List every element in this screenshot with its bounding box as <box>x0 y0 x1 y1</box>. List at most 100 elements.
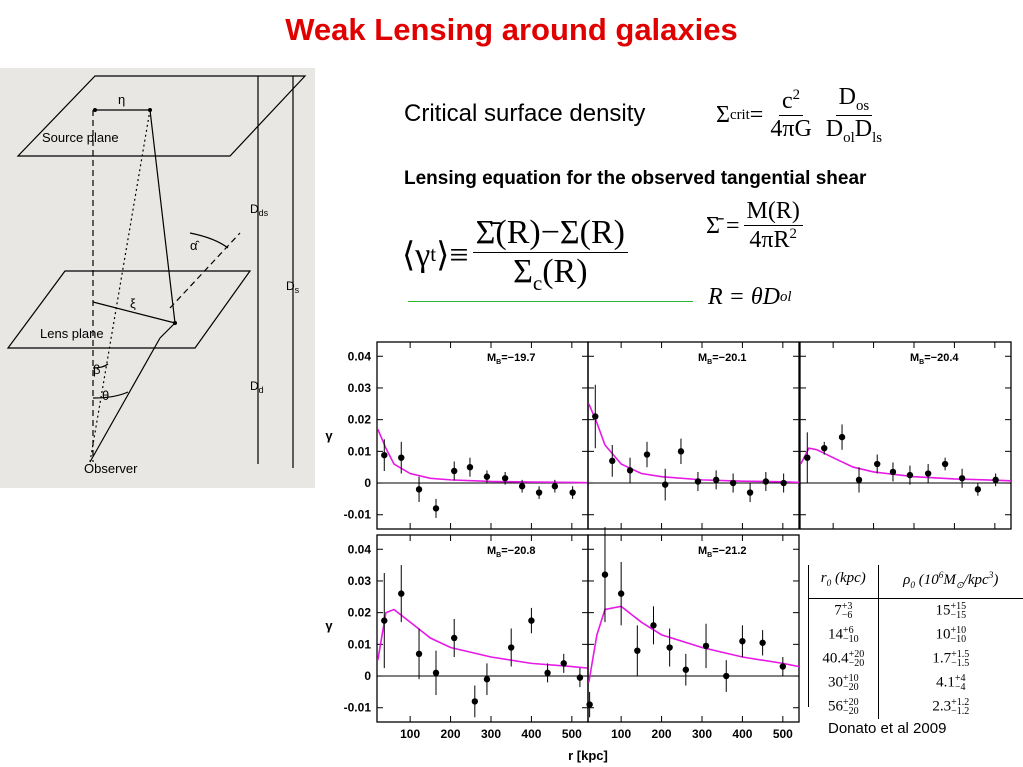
data-point <box>650 622 657 629</box>
data-point <box>432 505 440 512</box>
data-point <box>483 676 491 683</box>
data-point <box>739 637 746 645</box>
d-s-sub: s <box>295 285 300 295</box>
data-point <box>694 478 702 485</box>
data-point <box>507 644 515 651</box>
data-point <box>609 457 616 465</box>
math-token: M(R) <box>746 198 800 224</box>
data-point <box>924 470 932 477</box>
y-axis-label: γ <box>325 428 333 443</box>
label-sub: B <box>496 359 501 366</box>
math-token: ⟩≡ <box>436 236 469 274</box>
cell-errors: +10 −20 <box>842 674 859 693</box>
cell-errors: +6 −10 <box>842 626 859 645</box>
x-tick-label: 500 <box>562 727 582 741</box>
math-token: D <box>838 84 856 110</box>
table-row: 30 +10 −20 4.1 +4 −4 <box>809 671 1023 695</box>
label-value: =−20.4 <box>924 352 959 364</box>
header-token: ) <box>993 572 999 588</box>
data-point <box>941 460 949 468</box>
data-point <box>779 663 787 670</box>
math-sub: os <box>855 97 870 114</box>
math-token: (R) <box>542 253 588 290</box>
data-point <box>762 478 770 485</box>
data-point <box>471 698 479 705</box>
table-cell: 30 +10 −20 <box>809 671 879 695</box>
panel-label: MB=−20.1 <box>698 352 747 366</box>
label-sub: B <box>496 552 501 559</box>
data-point <box>702 642 710 650</box>
table-cell: 40.4 +20 −20 <box>809 647 879 671</box>
d-ds-label: Dds <box>250 202 269 218</box>
math-sub: t <box>430 242 437 267</box>
header-token: r <box>820 570 827 586</box>
data-point <box>381 617 388 624</box>
data-point <box>874 460 881 468</box>
label-sub: B <box>707 359 712 366</box>
fraction: c2 4πG <box>767 87 814 143</box>
data-point <box>729 479 737 487</box>
data-point <box>592 413 599 420</box>
d-s-base: D <box>286 279 295 293</box>
numerator: Σ̄(R)−Σ(R) <box>472 214 629 253</box>
cell-minus: −20 <box>842 682 859 693</box>
data-point <box>992 476 999 484</box>
cell-value: 4.1 <box>936 674 955 691</box>
cell-errors: +10 −10 <box>950 626 966 645</box>
data-point <box>528 617 535 624</box>
cell-errors: +1.5 −1.5 <box>951 650 969 669</box>
table-row: 40.4 +20 −20 1.7 +1.5 −1.5 <box>809 647 1023 671</box>
math-sub: crit <box>729 106 750 123</box>
data-point <box>544 669 551 677</box>
table-cell: 4.1 +4 −4 <box>878 671 1023 695</box>
panel-label: MB=−21.2 <box>698 545 747 559</box>
header-token: 0 <box>910 581 916 591</box>
x-tick-label: 200 <box>652 727 672 741</box>
cell-minus: −6 <box>841 610 853 621</box>
label-sub: B <box>707 552 712 559</box>
header-token: ρ <box>903 572 911 588</box>
label-main: M <box>910 352 919 364</box>
cell-minus: −10 <box>842 634 859 645</box>
data-point <box>466 463 474 471</box>
table-cell: 56 +20 −20 <box>809 695 879 719</box>
denominator: 4πG <box>767 116 814 143</box>
plot-frame <box>799 341 1012 530</box>
d-d-label: Dd <box>250 379 264 395</box>
shear-equation: ⟨γ t ⟩≡ Σ̄(R)−Σ(R) Σc(R) <box>402 214 632 296</box>
fraction: Dos DolDls <box>823 84 885 147</box>
data-point <box>601 571 609 578</box>
x-tick-label: 200 <box>441 727 461 741</box>
data-point <box>634 647 641 654</box>
math-sub: ls <box>872 129 882 146</box>
xi-label: ξ <box>130 296 136 311</box>
header-token: 3 <box>988 571 994 581</box>
data-point <box>958 475 966 482</box>
lens-plane-label: Lens plane <box>40 326 104 341</box>
cell-minus: −20 <box>842 706 859 717</box>
citation: Donato et al 2009 <box>828 720 947 737</box>
y-tick-label: 0.04 <box>348 349 372 363</box>
eta-label: η <box>118 92 125 107</box>
x-tick-label: 500 <box>773 727 793 741</box>
math-token: D <box>854 115 873 142</box>
cell-value: 15 <box>935 602 951 619</box>
x-tick-label: 400 <box>732 727 752 741</box>
y-tick-label: 0.02 <box>348 606 372 620</box>
fit-table: r0 (kpc) ρ0 (106M⊙/kpc3) 7 +3 −6 15 +15 −15 14 +6… <box>808 565 1023 719</box>
data-point <box>415 650 423 658</box>
x-tick-label: 300 <box>481 727 501 741</box>
label-sub: B <box>919 359 924 366</box>
data-point <box>569 489 576 496</box>
math-token: Σ <box>716 101 730 128</box>
data-point <box>677 448 685 455</box>
label-value: =−20.1 <box>712 352 746 364</box>
x-tick-label: 100 <box>611 727 631 741</box>
table-row: 56 +20 −20 2.3 +1.2 −1.2 <box>809 695 1023 719</box>
data-point <box>780 479 787 487</box>
data-point <box>586 701 593 708</box>
slide-title: Weak Lensing around galaxies <box>285 12 738 47</box>
